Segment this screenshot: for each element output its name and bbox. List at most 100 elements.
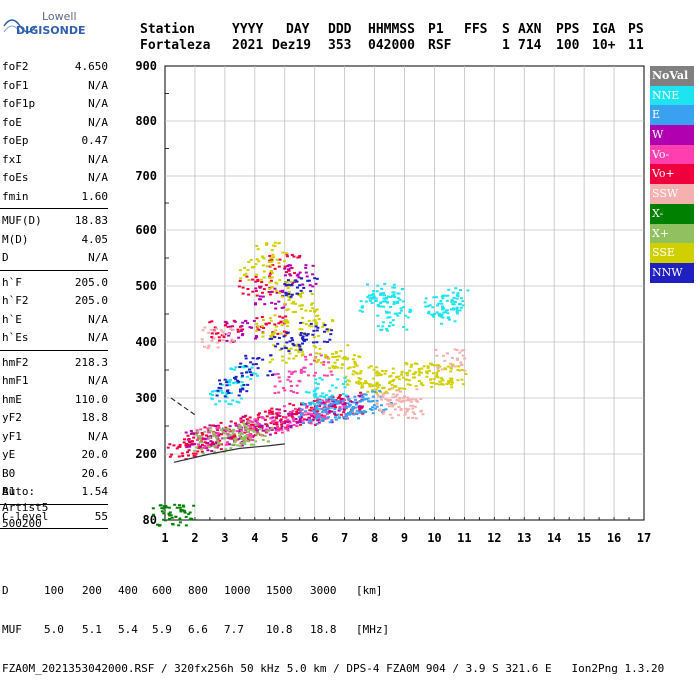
echo-point (366, 390, 370, 393)
header-label: PS (628, 22, 644, 37)
echo-point (200, 338, 204, 341)
echo-point (304, 338, 308, 341)
echo-point (375, 382, 379, 385)
echo-point (239, 277, 243, 280)
echo-point (265, 243, 269, 246)
echo-point (220, 383, 224, 386)
echo-point (354, 371, 358, 374)
echo-point (160, 510, 164, 513)
echo-point (361, 395, 365, 398)
echo-point (237, 380, 241, 383)
echo-point (311, 333, 315, 336)
echo-point (217, 339, 221, 342)
echo-point (441, 308, 445, 311)
echo-point (280, 324, 284, 327)
echo-point (327, 406, 331, 409)
echo-point (207, 331, 211, 334)
echo-point (400, 373, 404, 376)
echo-point (316, 402, 320, 405)
echo-point (330, 403, 334, 406)
echo-point (360, 399, 364, 402)
echo-point (318, 415, 322, 418)
echo-point (225, 396, 229, 399)
echo-point (232, 376, 236, 379)
echo-point (422, 365, 426, 368)
echo-point (302, 366, 306, 369)
echo-point (398, 298, 402, 301)
echo-point (331, 395, 335, 398)
echo-point (330, 410, 334, 413)
param-value: 1.60 (81, 189, 109, 203)
echo-point (225, 339, 229, 342)
echo-point (164, 505, 168, 508)
echo-point (270, 407, 274, 410)
echo-point (197, 445, 201, 448)
echo-point (374, 299, 378, 302)
echo-point (344, 375, 348, 378)
echo-point (322, 340, 326, 343)
echo-point (226, 441, 230, 444)
echo-point (195, 433, 199, 436)
auto-program: Artist5 (2, 501, 49, 514)
echo-point (284, 331, 288, 334)
echo-point (256, 278, 260, 281)
echo-point (400, 370, 404, 373)
echo-point (375, 405, 379, 408)
echo-point (320, 361, 324, 364)
echo-point (274, 432, 278, 435)
echo-point (380, 287, 384, 290)
echo-point (292, 404, 296, 407)
echo-point (240, 444, 244, 447)
echo-point (411, 407, 415, 410)
echo-point (277, 300, 281, 303)
param-row: yF2 18.8 (0, 409, 110, 428)
echo-point (315, 396, 319, 399)
echo-point (389, 295, 393, 298)
echo-point (357, 380, 361, 383)
param-row: yE 20.0 (0, 446, 110, 465)
echo-point (302, 403, 306, 406)
echo-point (296, 256, 300, 259)
header-value: Fortaleza (140, 38, 211, 53)
echo-point (254, 420, 258, 423)
echo-point (245, 371, 249, 374)
echo-point (401, 300, 405, 303)
echo-point (424, 305, 428, 308)
echo-point (360, 406, 364, 409)
echo-point (408, 308, 412, 311)
echo-point (282, 330, 286, 333)
echo-point (268, 275, 272, 278)
param-name: h`E (2, 312, 22, 326)
echo-point (330, 398, 334, 401)
echo-point (212, 337, 216, 340)
echo-point (238, 428, 242, 431)
echo-point (391, 319, 395, 322)
echo-point (333, 398, 337, 401)
x-tick-label: 1 (161, 531, 168, 545)
echo-point (220, 429, 224, 432)
echo-point (312, 341, 316, 344)
echo-point (336, 397, 340, 400)
echo-point (244, 272, 248, 275)
echo-point (396, 314, 400, 317)
echo-point (370, 294, 374, 297)
echo-point (381, 325, 385, 328)
echo-point (417, 374, 421, 377)
footer-value: 3000 (310, 584, 337, 597)
param-row: h`E N/A (0, 311, 110, 330)
echo-point (198, 438, 202, 441)
echo-point (274, 325, 278, 328)
echo-point (250, 423, 254, 426)
echo-point (395, 393, 399, 396)
echo-point (440, 382, 444, 385)
echo-point (376, 304, 380, 307)
echo-point (431, 314, 435, 317)
echo-point (350, 407, 354, 410)
echo-point (381, 387, 385, 390)
echo-point (348, 410, 352, 413)
echo-point (281, 289, 285, 292)
echo-point (278, 419, 282, 422)
echo-point (206, 427, 210, 430)
echo-point (214, 332, 218, 335)
echo-point (342, 408, 346, 411)
